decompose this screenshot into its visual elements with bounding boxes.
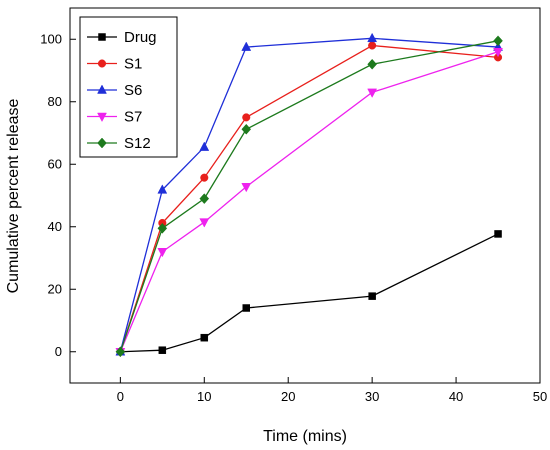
series-line: [119, 37, 499, 352]
legend-entry: S1: [87, 56, 142, 73]
y-tick-label: 100: [40, 31, 62, 46]
data-point: [241, 183, 252, 193]
x-tick-label: 50: [533, 389, 547, 404]
x-tick-label: 10: [197, 389, 211, 404]
series-layer: [115, 32, 503, 358]
data-point: [241, 123, 252, 135]
legend-marker: [97, 84, 107, 94]
legend-entry: S12: [87, 135, 151, 152]
series-line: [119, 44, 499, 352]
y-tick-label: 80: [48, 94, 62, 109]
legend-entry: S7: [87, 109, 142, 126]
series-line: [119, 51, 499, 353]
series-line: [119, 40, 499, 352]
legend-entry: Drug: [87, 29, 157, 46]
data-point: [157, 222, 168, 234]
data-point: [199, 141, 210, 151]
x-tick-label: 40: [449, 389, 463, 404]
data-point: [241, 41, 252, 51]
data-point: [157, 248, 168, 258]
series-line: [120, 233, 499, 353]
legend-label: S7: [124, 109, 142, 126]
x-tick-label: 0: [117, 389, 124, 404]
legend-entry: S6: [87, 82, 142, 99]
y-tick-label: 0: [55, 344, 62, 359]
legend-marker: [98, 33, 106, 41]
data-point: [158, 346, 167, 354]
data-point: [494, 230, 502, 238]
data-point: [115, 346, 126, 358]
data-point: [200, 173, 209, 182]
y-tick-label: 40: [48, 219, 62, 234]
legend-marker: [97, 59, 107, 68]
data-point: [199, 218, 210, 228]
series-s12: [115, 35, 503, 358]
legend-marker: [97, 137, 107, 149]
data-point: [368, 292, 376, 300]
data-point: [199, 193, 210, 204]
data-point: [367, 88, 378, 98]
series-drug: [116, 230, 502, 356]
data-point: [368, 41, 377, 50]
data-point: [493, 35, 503, 47]
data-point: [157, 184, 168, 194]
data-point: [242, 304, 250, 312]
y-tick-label: 60: [48, 156, 62, 171]
x-tick-label: 30: [365, 389, 379, 404]
legend-box: [79, 16, 178, 158]
axis-ticks: 0 10 20 30 40 50 0 20 40 60 80 100: [40, 31, 547, 404]
legend-label: S6: [124, 82, 142, 99]
plot-frame: [69, 7, 541, 384]
x-tick-label: 20: [281, 389, 295, 404]
legend-label: Drug: [124, 29, 157, 46]
legend-label: S12: [124, 135, 151, 152]
y-tick-label: 20: [48, 281, 62, 296]
data-point: [367, 32, 378, 43]
series-s7: [115, 48, 503, 358]
data-point: [493, 48, 503, 58]
y-axis-title: Cumulative percent release: [5, 99, 22, 294]
legend: Drug S1 S6 S7 S12: [79, 16, 178, 158]
data-point: [200, 333, 209, 342]
data-point: [242, 113, 251, 122]
data-point: [367, 58, 377, 70]
legend-label: S1: [124, 56, 142, 73]
legend-marker: [97, 112, 107, 123]
x-axis-title: Time (mins): [263, 428, 347, 445]
